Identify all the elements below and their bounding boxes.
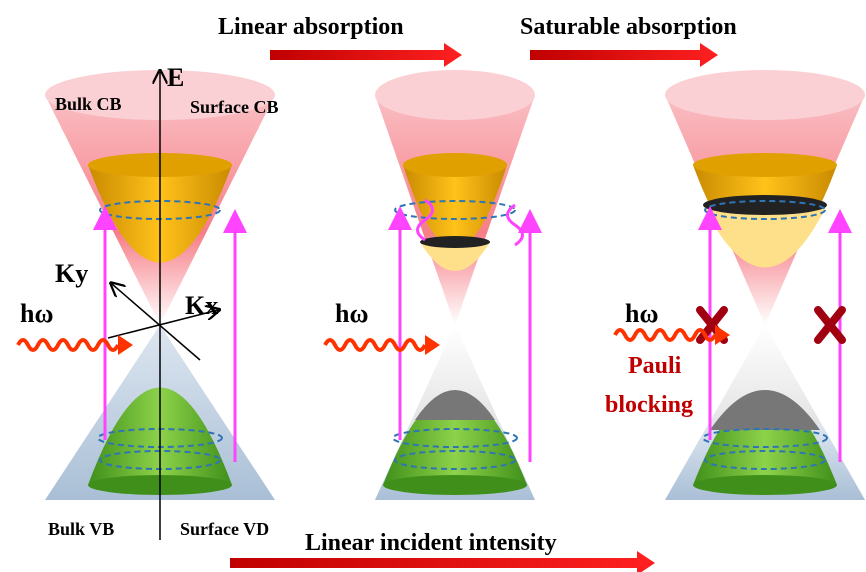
shapes (18, 43, 865, 572)
pauli-label: Pauli (628, 353, 682, 379)
band-label: Surface VD (180, 519, 269, 539)
band-label: Bulk CB (55, 94, 122, 114)
photon-label: hω (20, 299, 53, 328)
valence-band-base (693, 475, 837, 495)
label: Linear absorption (218, 14, 404, 40)
axis-label: Kx (185, 291, 218, 320)
band-label: Surface CB (190, 97, 279, 117)
conduction-band-top (403, 153, 507, 177)
upper-cone-top (375, 70, 535, 120)
photon-head (425, 335, 440, 355)
arrow (530, 43, 718, 67)
pauli-label: blocking (605, 392, 693, 418)
axis-label: E (167, 63, 184, 92)
filled-level (703, 195, 827, 215)
arrow (270, 43, 462, 67)
conduction-band-top (693, 153, 837, 177)
photon (325, 340, 425, 350)
diagram: Linear absorption Saturable absorption E… (0, 0, 866, 572)
axis-label: Ky (55, 259, 88, 288)
label: Saturable absorption (520, 14, 737, 40)
valence-band-base (383, 475, 527, 495)
label: Linear incident intensity (305, 530, 557, 556)
filled-level (420, 236, 490, 248)
band-label: Bulk VB (48, 519, 114, 539)
photon (18, 340, 118, 350)
photon-head (118, 335, 133, 355)
blocked (818, 310, 842, 340)
photon-label: hω (335, 299, 368, 328)
upper-cone-top (665, 70, 865, 120)
photon-label: hω (625, 299, 658, 328)
